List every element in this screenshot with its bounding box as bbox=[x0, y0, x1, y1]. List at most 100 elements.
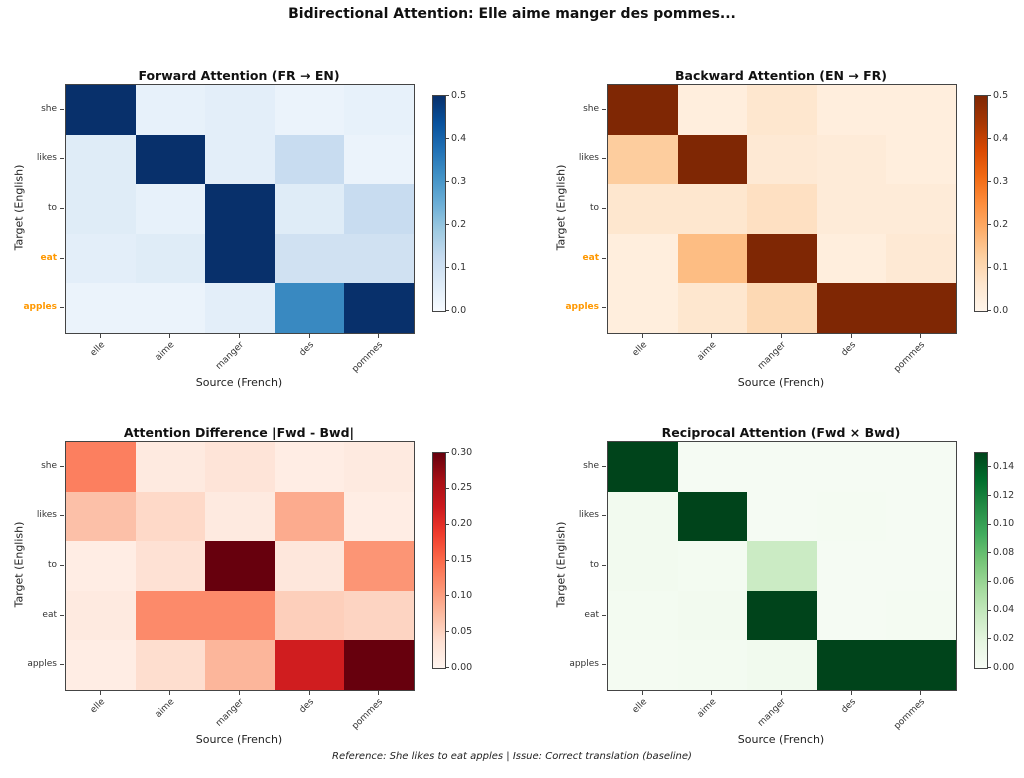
heatmap bbox=[65, 441, 415, 691]
heatmap-cell-to-aime bbox=[677, 541, 748, 591]
heatmap-cell-she-pommes bbox=[886, 442, 956, 492]
heatmap-cell-apples-aime bbox=[677, 640, 748, 690]
colorbar-tick-label: 0.5 bbox=[451, 89, 467, 101]
heatmap-cell-she-pommes bbox=[344, 85, 414, 135]
tick-mark bbox=[988, 224, 991, 225]
y-tick-label: she bbox=[583, 103, 599, 114]
heatmap-cell-likes-pommes bbox=[344, 491, 414, 542]
subplot-forward-attention: Forward Attention (FR → EN) Target (Engl… bbox=[0, 30, 482, 395]
tick-mark bbox=[308, 691, 310, 695]
heatmap-cell-to-elle bbox=[608, 184, 678, 234]
y-tick-label: eat bbox=[582, 252, 599, 263]
tick-mark bbox=[60, 664, 64, 666]
heatmap-cell-likes-des bbox=[816, 134, 887, 185]
heatmap-cell-eat-des bbox=[816, 590, 887, 641]
y-tick-label: to bbox=[589, 203, 599, 213]
x-tick-label: elle bbox=[88, 340, 107, 359]
heatmap-cell-apples-aime bbox=[677, 283, 748, 333]
y-tick-label: eat bbox=[584, 609, 599, 620]
heatmap-cell-apples-elle bbox=[608, 283, 678, 333]
heatmap-cell-she-elle bbox=[66, 442, 136, 492]
heatmap-cell-eat-manger bbox=[205, 233, 275, 284]
colorbar-tick-label: 0.2 bbox=[993, 218, 1009, 230]
heatmap-cell-she-des bbox=[274, 85, 345, 135]
subplot-attention-difference: Attention Difference |Fwd - Bwd| Target … bbox=[0, 387, 482, 752]
x-tick-label: des bbox=[839, 697, 858, 716]
heatmap-cell-to-pommes bbox=[344, 541, 414, 591]
colorbar-tick-label: 0.02 bbox=[993, 632, 1015, 644]
figure-title: Bidirectional Attention: Elle aime mange… bbox=[288, 6, 736, 22]
x-axis-label: Source (French) bbox=[737, 376, 825, 389]
colorbar-tick-label: 0.25 bbox=[451, 482, 473, 494]
tick-mark bbox=[446, 667, 449, 668]
y-tick-label: likes bbox=[578, 510, 599, 521]
tick-mark bbox=[988, 638, 991, 640]
colorbar-tick-label: 0.1 bbox=[451, 261, 467, 273]
heatmap-cell-likes-elle bbox=[66, 134, 136, 185]
colorbar-tick-label: 0.0 bbox=[451, 304, 467, 316]
colorbar-tick-label: 0.00 bbox=[993, 661, 1015, 673]
x-tick-label: pommes bbox=[350, 697, 386, 732]
colorbar-tick-label: 0.4 bbox=[993, 132, 1009, 144]
colorbar bbox=[974, 95, 988, 312]
tick-mark bbox=[602, 565, 606, 566]
colorbar-tick-label: 0.00 bbox=[451, 661, 473, 673]
y-tick-label: apples bbox=[23, 302, 57, 313]
tick-mark bbox=[446, 181, 449, 182]
colorbar-tick-label: 0.2 bbox=[451, 218, 467, 230]
heatmap-cell-to-manger bbox=[205, 184, 275, 234]
heatmap-cell-eat-elle bbox=[66, 590, 136, 641]
colorbar-tick-label: 0.30 bbox=[451, 446, 473, 458]
x-axis-label: Source (French) bbox=[737, 733, 825, 746]
heatmap-cell-to-aime bbox=[135, 184, 206, 234]
heatmap-cell-eat-aime bbox=[135, 590, 206, 641]
tick-mark bbox=[60, 208, 64, 209]
heatmap bbox=[607, 441, 957, 691]
colorbar bbox=[432, 452, 446, 669]
colorbar-tick-label: 0.08 bbox=[993, 546, 1015, 558]
heatmap-cell-to-aime bbox=[677, 184, 748, 234]
heatmap-cell-to-manger bbox=[205, 541, 275, 591]
heatmap-cell-she-manger bbox=[747, 442, 817, 492]
x-tick-label: elle bbox=[630, 340, 649, 359]
heatmap-cell-eat-des bbox=[274, 590, 345, 641]
tick-mark bbox=[641, 691, 643, 695]
heatmap-cell-likes-elle bbox=[608, 134, 678, 185]
heatmap-cell-she-aime bbox=[677, 442, 748, 492]
tick-mark bbox=[169, 334, 171, 338]
tick-mark bbox=[60, 614, 64, 616]
tick-mark bbox=[602, 307, 606, 309]
tick-mark bbox=[378, 334, 380, 338]
x-tick-label: manger bbox=[214, 697, 247, 729]
heatmap-cell-apples-manger bbox=[205, 283, 275, 333]
tick-mark bbox=[781, 691, 782, 695]
tick-mark bbox=[602, 108, 606, 110]
heatmap-cell-she-manger bbox=[205, 442, 275, 492]
heatmap-cell-eat-elle bbox=[66, 233, 136, 284]
heatmap-cell-apples-elle bbox=[66, 283, 136, 333]
heatmap-cell-apples-aime bbox=[135, 640, 206, 690]
heatmap-cell-eat-aime bbox=[677, 590, 748, 641]
tick-mark bbox=[850, 334, 852, 338]
colorbar-tick-label: 0.0 bbox=[993, 304, 1009, 316]
y-tick-label: eat bbox=[40, 252, 57, 263]
y-tick-label: apples bbox=[27, 659, 57, 670]
tick-mark bbox=[988, 138, 991, 139]
y-tick-label: to bbox=[589, 560, 599, 570]
subplot-backward-attention: Backward Attention (EN → FR) Target (Eng… bbox=[542, 30, 1024, 395]
heatmap-cell-to-manger bbox=[747, 541, 817, 591]
y-tick-label: likes bbox=[578, 153, 599, 164]
heatmap-cell-apples-pommes bbox=[886, 283, 956, 333]
heatmap-cell-she-aime bbox=[677, 85, 748, 135]
tick-mark bbox=[446, 452, 449, 453]
tick-mark bbox=[446, 523, 449, 525]
tick-mark bbox=[239, 691, 240, 695]
y-tick-label: eat bbox=[42, 609, 57, 620]
colorbar-tick-label: 0.15 bbox=[451, 554, 473, 565]
tick-mark bbox=[602, 614, 606, 616]
tick-mark bbox=[446, 267, 449, 268]
heatmap-cell-likes-elle bbox=[608, 491, 678, 542]
heatmap-cell-she-aime bbox=[135, 442, 206, 492]
subplot-title: Backward Attention (EN → FR) bbox=[675, 68, 887, 83]
